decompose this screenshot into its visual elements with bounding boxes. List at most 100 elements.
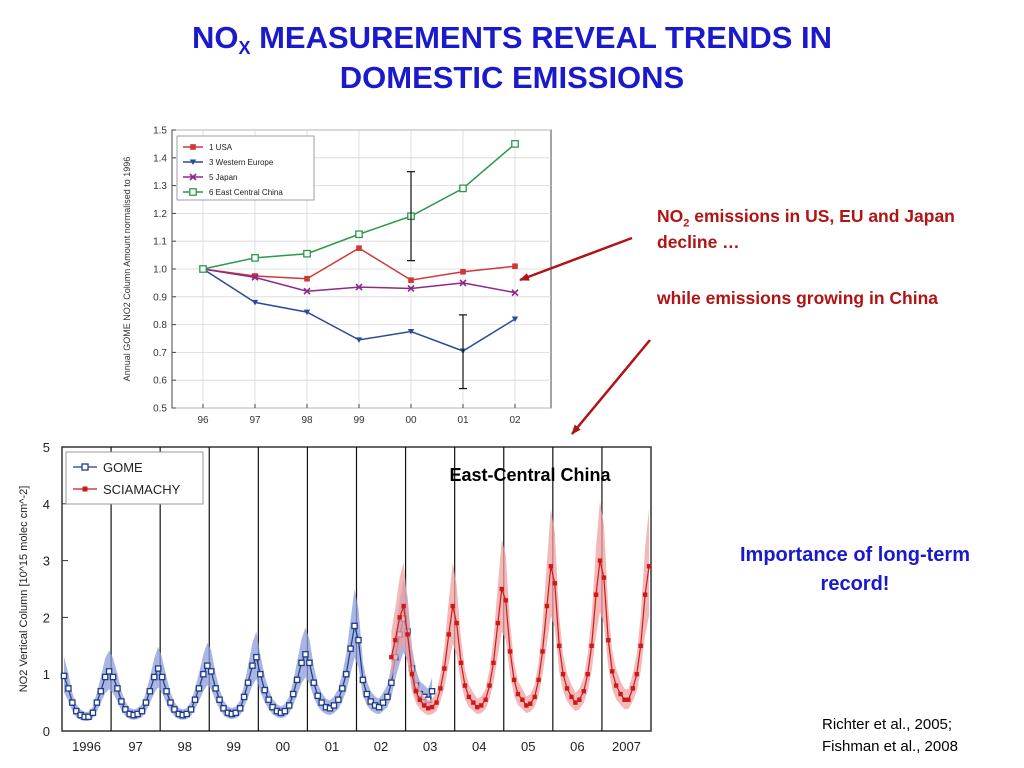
chart2-point	[244, 679, 252, 686]
chart1-point	[407, 284, 415, 293]
chart2-point	[236, 705, 244, 712]
chart1-tick-label-x: 00	[405, 415, 417, 426]
chart2-tick-label-x: 02	[374, 739, 388, 754]
chart2-point	[342, 670, 350, 678]
chart2-point	[306, 659, 313, 667]
chart1-tick-label-y: 0.5	[153, 404, 167, 415]
chart1-point	[199, 265, 207, 273]
chart2-legend-box	[65, 451, 204, 505]
chart2-point	[471, 700, 476, 705]
chart1-tick-label-y: 1.2	[153, 209, 167, 220]
chart2-point	[60, 672, 68, 680]
chart2-point	[577, 697, 582, 702]
chart2-point	[339, 685, 346, 692]
chart2-tick-label-x: 05	[521, 739, 535, 754]
chart2-point	[265, 696, 272, 704]
chart1-legend: 1 USA 3 Western Europe 5 Japan 6 East Centr…	[176, 135, 315, 201]
chart2-point	[389, 654, 394, 660]
chart2-point	[200, 670, 207, 678]
chart2-tick-label-x: 00	[276, 739, 290, 754]
title-line-1: NOX MEASUREMENTS REVEAL TRENDS IN	[191, 20, 833, 58]
chart2-title: East-Central China	[449, 465, 611, 485]
chart2-point	[359, 676, 367, 684]
chart2-tick-label-y: 4	[43, 497, 50, 512]
chart2-point	[569, 694, 574, 700]
chart1-tick-label-x: 98	[301, 415, 313, 426]
chart2-tick-label-x: 98	[177, 739, 191, 754]
chart2-point	[618, 691, 623, 697]
chart1-point	[251, 299, 259, 306]
chart2-point	[642, 592, 648, 597]
chart2-tick-label-y: 2	[43, 610, 50, 625]
chart2-point	[507, 649, 513, 654]
chart2-tick-label-x: 97	[128, 739, 142, 754]
chart2-point	[634, 672, 639, 677]
chart2-point	[109, 673, 117, 681]
chart1-point	[511, 316, 519, 323]
chart2-point	[630, 686, 636, 691]
chart2-point	[544, 603, 550, 609]
chart2-point	[573, 700, 578, 705]
chart2-point	[491, 660, 496, 666]
chart2-y-axis-label: NO2 Vertical Column [10^15 molec cm^-2]	[18, 486, 30, 693]
chart2-point	[367, 698, 374, 705]
chart2-point	[438, 686, 443, 691]
chart2-point	[581, 689, 586, 694]
citation-line-2: Fishman et al., 2008	[822, 738, 958, 755]
chart1-tick-label-y: 1.5	[153, 126, 167, 137]
chart1-point	[303, 249, 311, 258]
chart2-point	[495, 620, 501, 626]
chart2-point	[446, 632, 451, 637]
citation-line-1: Richter et al., 2005;	[822, 716, 953, 733]
chart2-point	[540, 649, 545, 654]
chart2-point	[232, 709, 240, 717]
chart1-legend-label: 1 USA	[209, 143, 233, 152]
chart1-point	[356, 245, 362, 251]
chart1-tick-label-x: 01	[457, 415, 469, 426]
chart2-point	[589, 643, 594, 648]
chart2-tick-label-x: 01	[325, 739, 339, 754]
chart2-tick-label-y: 5	[43, 440, 50, 455]
chart2-point	[212, 685, 219, 692]
chart2-point	[351, 622, 358, 630]
chart2-point	[524, 703, 529, 708]
chart1-point	[512, 263, 518, 270]
chart2-tick-label-y: 0	[43, 724, 50, 739]
chart2-point	[597, 558, 603, 563]
chart2-point	[249, 662, 256, 669]
chart2-point	[560, 672, 566, 677]
chart2-point	[532, 694, 537, 700]
chart2-point	[528, 701, 533, 706]
chart1-point	[355, 337, 363, 343]
chart2-tick-label-y: 1	[43, 667, 50, 682]
chart2-point	[428, 687, 436, 695]
chart2-point	[646, 564, 652, 569]
chart2-point	[458, 660, 464, 666]
chart2-point	[536, 677, 541, 683]
chart1-legend-label: 5 Japan	[209, 173, 237, 182]
chart2-point	[318, 699, 325, 706]
chart2-legend-marker	[82, 486, 88, 492]
chart1-point	[355, 283, 363, 291]
slide-title: NOX MEASUREMENTS REVEAL TRENDS IN DOMEST…	[0, 18, 1024, 98]
chart2-point	[253, 653, 260, 661]
chart2-point	[293, 676, 301, 684]
chart2-point	[85, 713, 92, 721]
chart2-point	[105, 668, 113, 675]
chart2-point	[397, 615, 402, 620]
chart2-point	[114, 685, 121, 692]
chart2-point	[557, 643, 562, 648]
chart1-tick-label-y: 0.8	[153, 320, 167, 331]
chart2-tick-label-x: 2007	[612, 739, 641, 754]
chart2-point	[138, 707, 146, 715]
chart2-point	[593, 592, 599, 597]
chart2-point	[347, 645, 354, 652]
chart2-legend-marker	[81, 463, 89, 471]
chart2-tick-label-x: 1996	[72, 739, 101, 754]
chart2-point	[462, 683, 468, 688]
chart1-point	[355, 230, 363, 239]
normalized-no2-chart: 0.5 0.6 0.7 0.8 0.9 1.0 1.1 1.2 1.3 1.4 1.5 96 97 98 9…	[122, 126, 552, 426]
chart2-point	[69, 699, 76, 706]
